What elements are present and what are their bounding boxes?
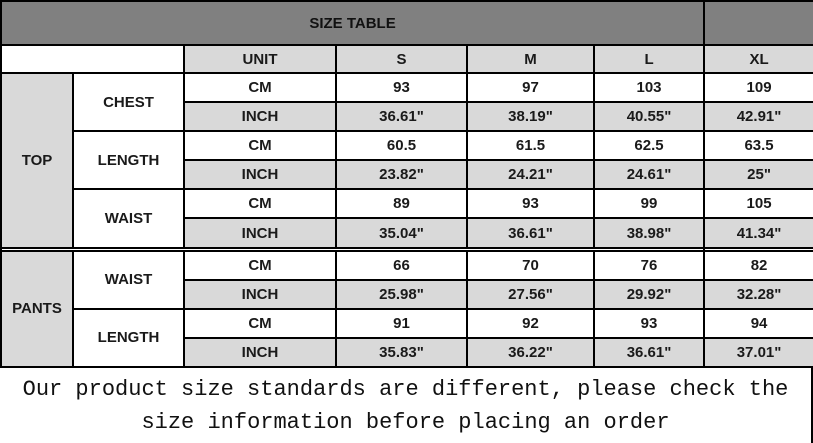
measure-label-waist: WAIST — [72, 249, 185, 310]
unit-cm-label: CM — [183, 71, 337, 104]
value-cell: 23.82" — [335, 159, 468, 191]
value-cell: 41.34" — [703, 217, 813, 249]
value-cell: 36.61" — [335, 101, 468, 133]
value-cell: 29.92" — [592, 278, 706, 310]
size-column-header-l: L — [592, 44, 706, 74]
value-cell: 89 — [335, 188, 468, 220]
unit-inch-label: INCH — [183, 217, 337, 249]
table-row: INCH 35.04" 36.61" 38.98" 41.34" — [1, 217, 813, 249]
value-cell: 76 — [592, 249, 706, 281]
value-cell: 24.61" — [592, 159, 706, 191]
value-cell: 93 — [592, 307, 706, 339]
value-cell: 99 — [592, 188, 706, 220]
measure-label-length: LENGTH — [72, 307, 185, 369]
value-cell: 93 — [335, 71, 468, 104]
page-title: SIZE TABLE — [0, 0, 706, 46]
size-column-header-xl: XL — [703, 44, 813, 74]
table-row: TOP CHEST CM 93 97 103 109 — [0, 71, 813, 249]
value-cell: 93 — [466, 188, 595, 220]
table-row: INCH 35.83" 36.22" 36.61" 37.01" — [1, 336, 813, 369]
spacer-cell-left — [0, 246, 706, 252]
table-row: LENGTH CM 60.5 61.5 62.5 63.5 — [1, 130, 813, 191]
value-cell: 91 — [335, 307, 468, 339]
title-row: SIZE TABLE — [0, 0, 813, 46]
value-cell: 70 — [466, 249, 595, 281]
unit-inch-label: INCH — [183, 101, 337, 133]
value-cell: 82 — [703, 249, 813, 281]
value-cell: 38.19" — [466, 101, 595, 133]
unit-inch-label: INCH — [183, 159, 337, 191]
note-line-1: Our product size standards are different… — [22, 376, 789, 402]
value-cell: 36.61" — [592, 336, 706, 369]
measure-label-waist: WAIST — [72, 188, 185, 249]
value-cell: 61.5 — [466, 130, 595, 162]
value-cell: 35.83" — [335, 336, 468, 369]
unit-cm-label: CM — [183, 249, 337, 281]
value-cell: 40.55" — [592, 101, 706, 133]
table-row: WAIST CM 89 93 99 105 — [1, 188, 813, 249]
unit-column-header: UNIT — [183, 44, 337, 74]
note-line-2: size information before placing an order — [141, 409, 670, 435]
table-row: INCH 25.98" 27.56" 29.92" 32.28" — [1, 278, 813, 310]
unit-inch-label: INCH — [183, 278, 337, 310]
value-cell: 38.98" — [592, 217, 706, 249]
section-label-top: TOP — [0, 72, 74, 249]
value-cell: 37.01" — [703, 336, 813, 369]
value-cell: 92 — [466, 307, 595, 339]
size-column-header-s: S — [335, 44, 468, 74]
title-spacer-cell — [703, 0, 813, 46]
table-row: LENGTH CM 91 92 93 94 — [1, 307, 813, 369]
header-spacer-cell — [0, 44, 185, 74]
value-cell: 32.28" — [703, 278, 813, 310]
value-cell: 25" — [703, 159, 813, 191]
size-column-header-m: M — [466, 44, 595, 74]
measure-label-chest: CHEST — [72, 71, 185, 133]
value-cell: 103 — [592, 71, 706, 104]
value-cell: 27.56" — [466, 278, 595, 310]
value-cell: 42.91" — [703, 101, 813, 133]
value-cell: 36.22" — [466, 336, 595, 369]
size-disclaimer-note: Our product size standards are different… — [0, 368, 813, 443]
table-row: INCH 36.61" 38.19" 40.55" 42.91" — [1, 101, 813, 133]
unit-cm-label: CM — [183, 188, 337, 220]
table-row: INCH 23.82" 24.21" 24.61" 25" — [1, 159, 813, 191]
table-row: PANTS WAIST CM 66 70 76 82 — [0, 249, 813, 369]
value-cell: 60.5 — [335, 130, 468, 162]
value-cell: 109 — [703, 71, 813, 104]
value-cell: 94 — [703, 307, 813, 339]
value-cell: 24.21" — [466, 159, 595, 191]
unit-inch-label: INCH — [183, 336, 337, 369]
size-table: SIZE TABLE UNIT S M L XL TOP CHEST CM 93… — [0, 0, 813, 369]
value-cell: 62.5 — [592, 130, 706, 162]
unit-cm-label: CM — [183, 307, 337, 339]
value-cell: 97 — [466, 71, 595, 104]
measure-label-length: LENGTH — [72, 130, 185, 191]
value-cell: 25.98" — [335, 278, 468, 310]
unit-cm-label: CM — [183, 130, 337, 162]
value-cell: 35.04" — [335, 217, 468, 249]
value-cell: 63.5 — [703, 130, 813, 162]
value-cell: 36.61" — [466, 217, 595, 249]
section-label-pants: PANTS — [0, 249, 74, 369]
value-cell: 105 — [703, 188, 813, 220]
value-cell: 66 — [335, 249, 468, 281]
column-header-row: UNIT S M L XL — [0, 44, 813, 74]
